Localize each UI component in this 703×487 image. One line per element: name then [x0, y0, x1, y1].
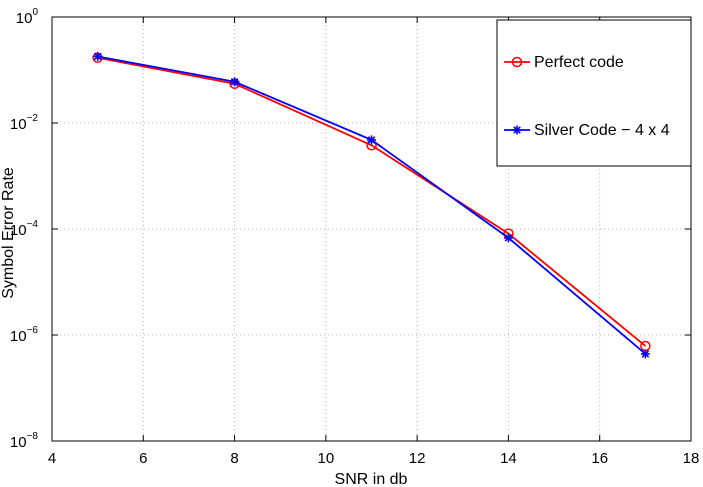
- legend: Perfect code Silver Code − 4 x 4: [496, 19, 692, 167]
- y-tick-labels: 100 10−2 10−4 10−6 10−8: [10, 7, 39, 451]
- x-tick-label: 18: [683, 450, 700, 467]
- y-tick-label: 100: [16, 7, 39, 27]
- legend-box: [496, 19, 692, 167]
- y-tick-label: 10−8: [10, 431, 39, 451]
- y-axis-label: Symbol Error Rate: [0, 167, 17, 299]
- legend-entries: Perfect code Silver Code − 4 x 4: [504, 54, 670, 139]
- series-layer: [92, 51, 651, 359]
- x-tick-label: 14: [500, 450, 517, 467]
- legend-entry: Perfect code: [504, 54, 624, 71]
- legend-marker: [511, 56, 523, 68]
- x-tick-label: 6: [139, 450, 147, 467]
- series-line: [97, 56, 646, 347]
- data-point: [640, 349, 650, 359]
- x-tick-label: 4: [48, 450, 56, 467]
- axis-ticks: [51, 16, 692, 442]
- y-tick-label: 10−6: [10, 325, 39, 345]
- data-point: [230, 77, 240, 87]
- data-point: [93, 51, 103, 61]
- legend-marker: [512, 125, 522, 135]
- data-point: [503, 233, 513, 243]
- legend-label: Silver Code − 4 x 4: [534, 122, 670, 139]
- x-tick-label: 16: [591, 450, 608, 467]
- x-tick-label: 10: [318, 450, 335, 467]
- x-axis-label: SNR in db: [335, 471, 408, 487]
- y-tick-label: 10−4: [10, 219, 39, 239]
- x-tick-label: 12: [409, 450, 426, 467]
- legend-entry: Silver Code − 4 x 4: [504, 122, 670, 139]
- data-point: [367, 135, 376, 145]
- x-tick-label: 8: [230, 450, 238, 467]
- x-tick-labels: 4 6 8 10 12 14 16 18: [48, 450, 700, 467]
- legend-label: Perfect code: [534, 54, 624, 71]
- series-2: [93, 51, 650, 359]
- y-tick-label: 10−2: [10, 113, 39, 133]
